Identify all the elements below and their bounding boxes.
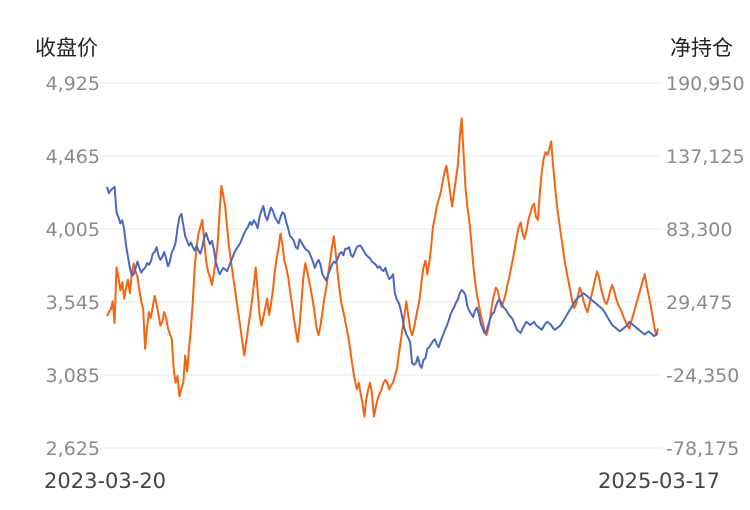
right-tick-label: -78,175 xyxy=(666,438,739,460)
right-tick-label: -24,350 xyxy=(666,365,739,387)
left-tick-label: 2,625 xyxy=(46,438,100,460)
right-axis-ticks: 190,950 137,125 83,300 29,475 -24,350 -78,175 xyxy=(666,73,745,460)
left-tick-label: 3,085 xyxy=(46,365,100,387)
grid-lines xyxy=(100,82,662,449)
right-tick-label: 83,300 xyxy=(666,219,732,241)
left-axis-title: 收盘价 xyxy=(35,36,98,60)
left-axis-ticks: 4,925 4,465 4,005 3,545 3,085 2,625 xyxy=(46,73,100,460)
net-position-line xyxy=(106,117,659,418)
x-start-date: 2023-03-20 xyxy=(44,469,166,493)
left-tick-label: 3,545 xyxy=(46,292,100,314)
right-tick-label: 29,475 xyxy=(666,292,732,314)
right-tick-label: 190,950 xyxy=(666,73,745,95)
right-tick-label: 137,125 xyxy=(666,146,745,168)
close-price-line xyxy=(106,185,659,369)
x-end-date: 2025-03-17 xyxy=(598,469,720,493)
right-axis-title: 净持仓 xyxy=(670,36,733,60)
left-tick-label: 4,005 xyxy=(46,219,100,241)
left-tick-label: 4,465 xyxy=(46,146,100,168)
left-tick-label: 4,925 xyxy=(46,73,100,95)
